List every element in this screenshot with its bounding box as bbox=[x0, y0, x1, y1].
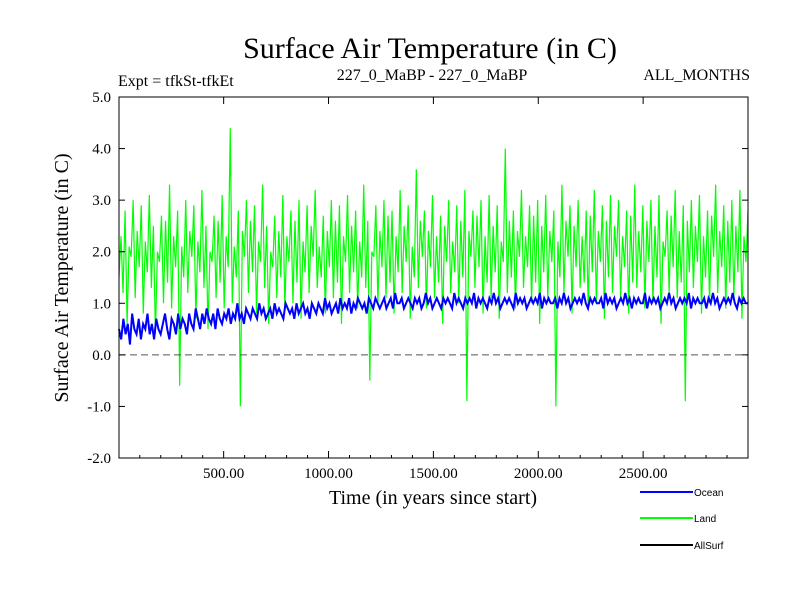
series-land-line bbox=[118, 127, 749, 407]
legend-ocean-label: Ocean bbox=[694, 488, 723, 499]
y-tick-label: -1.0 bbox=[87, 399, 111, 415]
x-tick-label: 1500.00 bbox=[409, 466, 458, 482]
series-ocean-line bbox=[118, 292, 748, 345]
chart-title: Surface Air Temperature (in C) bbox=[243, 32, 617, 65]
x-tick-label: 1000.00 bbox=[304, 466, 353, 482]
x-tick-label: 2000.00 bbox=[514, 466, 563, 482]
y-tick-label: 3.0 bbox=[92, 193, 111, 209]
legend: Ocean Land AllSurf bbox=[640, 488, 724, 552]
legend-land-label: Land bbox=[694, 514, 716, 525]
legend-allsurf-label: AllSurf bbox=[694, 541, 724, 552]
y-tick-label: 5.0 bbox=[92, 90, 111, 106]
months-label: ALL_MONTHS bbox=[643, 67, 750, 84]
y-tick-label: 0.0 bbox=[92, 348, 111, 364]
y-tick-label: 1.0 bbox=[92, 296, 111, 312]
y-tick-label: 2.0 bbox=[92, 245, 111, 261]
x-tick-label: 2500.00 bbox=[619, 466, 668, 482]
comparison-label: 227_0_MaBP - 227_0_MaBP bbox=[337, 67, 528, 84]
y-tick-label: -2.0 bbox=[87, 451, 111, 467]
series-layer bbox=[118, 127, 749, 407]
tick-layer: -2.0 -1.0 0.0 1.0 2.0 3.0 4.0 5.0 500.00 1000.00 1… bbox=[87, 90, 748, 482]
y-axis-label: Surface Air Temperature (in C) bbox=[51, 153, 73, 402]
expt-label: Expt = tfkSt-tfkEt bbox=[118, 73, 234, 90]
x-tick-label: 500.00 bbox=[203, 466, 244, 482]
y-tick-label: 4.0 bbox=[92, 142, 111, 158]
x-axis-label: Time (in years since start) bbox=[329, 487, 537, 509]
